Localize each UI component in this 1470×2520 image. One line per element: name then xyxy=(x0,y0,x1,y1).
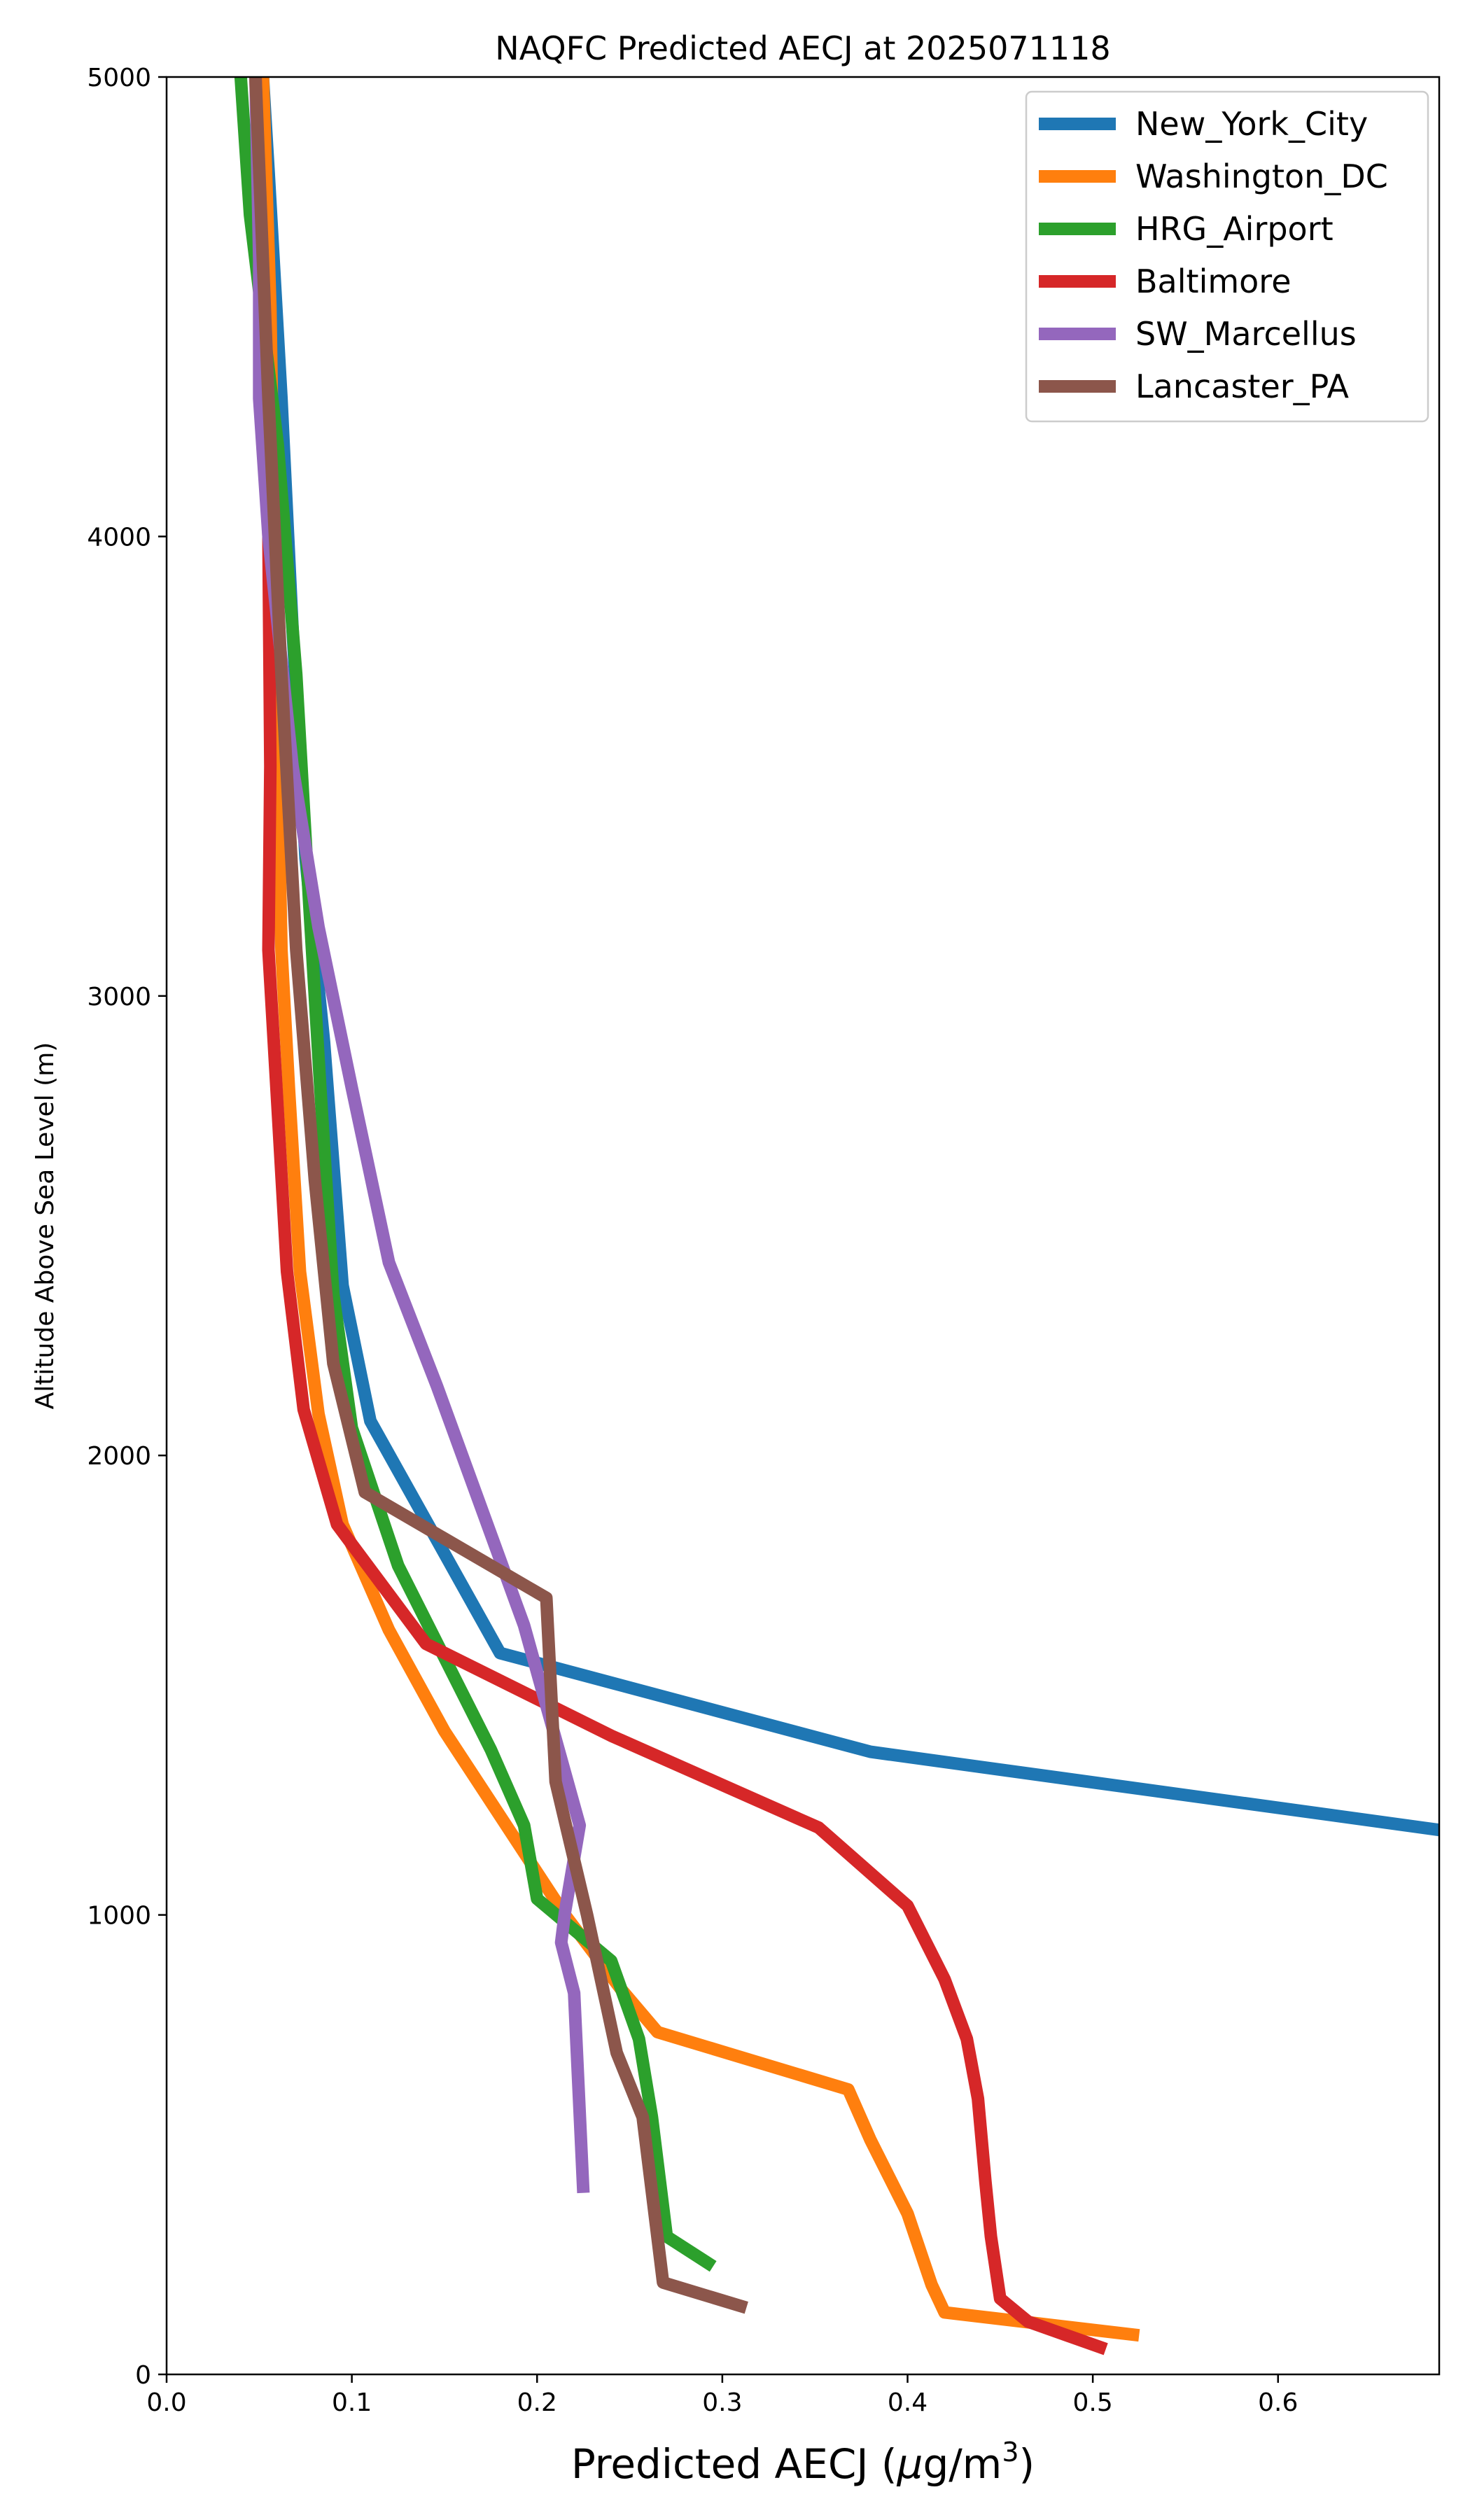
legend-item-lancaster-pa: Lancaster_PA xyxy=(1039,368,1349,405)
y-tick-label: 4000 xyxy=(87,523,151,552)
legend-label: Baltimore xyxy=(1135,262,1292,300)
x-tick-label: 0.2 xyxy=(517,2388,557,2417)
x-tick-label: 0.5 xyxy=(1073,2388,1113,2417)
legend-item-sw-marcellus: SW_Marcellus xyxy=(1039,315,1357,353)
y-tick-label: 1000 xyxy=(87,1902,151,1931)
legend-frame xyxy=(1025,90,1429,423)
x-tick-label: 0.3 xyxy=(702,2388,742,2417)
x-axis: 0.0 0.1 0.2 0.3 0.4 0.5 0.6 xyxy=(146,2374,1298,2417)
series-line-new-york-city xyxy=(256,77,1439,1837)
series-line-washington-dc xyxy=(256,77,1140,2342)
x-axis-label-close: ) xyxy=(1019,2440,1035,2488)
plot-area xyxy=(165,76,1441,2376)
legend-item-baltimore: Baltimore xyxy=(1039,262,1292,300)
x-axis-label: Predicted AECJ (μg/m3) xyxy=(571,2437,1035,2488)
y-axis: 0 1000 2000 3000 4000 5000 xyxy=(87,64,167,2390)
legend-label: HRG_Airport xyxy=(1135,210,1334,248)
legend-item-new-york-city: New_York_City xyxy=(1039,105,1368,143)
x-tick-label: 0.6 xyxy=(1258,2388,1298,2417)
legend-label: Lancaster_PA xyxy=(1135,368,1349,405)
x-tick-label: 0.4 xyxy=(888,2388,927,2417)
x-tick-label: 0.1 xyxy=(332,2388,372,2417)
x-tick-label: 0.0 xyxy=(146,2388,186,2417)
legend-label: Washington_DC xyxy=(1135,158,1388,195)
y-tick-label: 3000 xyxy=(87,983,151,1011)
legend-label: New_York_City xyxy=(1135,105,1368,143)
axes-frame xyxy=(165,76,1441,2376)
series-line-hrg-airport xyxy=(234,77,717,2272)
y-axis-label: Altitude Above Sea Level (m) xyxy=(31,1042,59,1410)
y-tick-label: 5000 xyxy=(87,64,151,92)
y-tick-label: 2000 xyxy=(87,1442,151,1471)
x-axis-label-unit: g/m xyxy=(923,2440,1002,2488)
chart-title: NAQFC Predicted AECJ at 2025071118 xyxy=(495,29,1110,67)
legend-item-hrg-airport: HRG_Airport xyxy=(1039,210,1334,248)
series-line-sw-marcellus xyxy=(249,77,590,2194)
series-line-lancaster-pa xyxy=(249,77,748,2314)
x-axis-label-text: Predicted AECJ ( xyxy=(571,2440,897,2488)
y-tick-label: 0 xyxy=(135,2361,151,2390)
x-axis-label-superscript: 3 xyxy=(1002,2437,1018,2468)
legend-item-washington-dc: Washington_DC xyxy=(1039,158,1388,195)
legend-label: SW_Marcellus xyxy=(1135,315,1357,353)
series-group xyxy=(234,77,1439,2356)
x-axis-label-mu: μ xyxy=(897,2440,923,2488)
series-line-baltimore xyxy=(249,77,1108,2356)
legend: New_York_City Washington_DC HRG_Airport Bal… xyxy=(1025,90,1429,423)
